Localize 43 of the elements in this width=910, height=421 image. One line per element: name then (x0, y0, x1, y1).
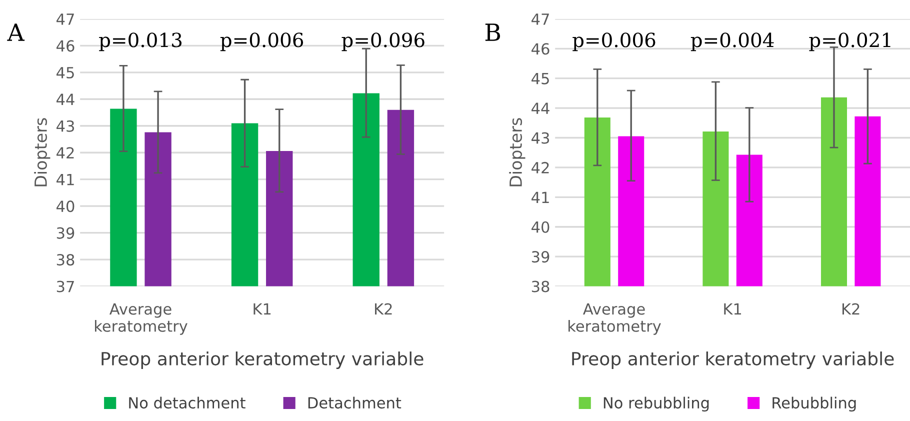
y-tick-label: 45 (532, 73, 549, 84)
y-tick-label: 44 (532, 102, 550, 114)
y-tick-label: 42 (56, 147, 74, 158)
y-tick-label: 41 (532, 192, 549, 203)
annotation: p=0.006 (220, 32, 304, 52)
annotation: p=0.021 (809, 32, 890, 52)
y-tick-label: 44 (56, 94, 74, 105)
annotation: p=0.013 (99, 32, 182, 52)
x-tick-label: K1 (254, 303, 271, 315)
chart-title: A (7, 24, 25, 41)
x-tick-label: Average keratometry (568, 303, 661, 335)
y-axis-title: Diopters (34, 118, 50, 186)
y-tick-label: 42 (532, 162, 549, 174)
annotation: p=0.096 (342, 32, 424, 52)
y-tick-label: 47 (532, 14, 549, 25)
y-tick-label: 46 (532, 43, 550, 55)
y-tick-label: 46 (56, 40, 74, 52)
y-tick-label: 38 (56, 254, 74, 266)
legend-label: Detachment (308, 396, 402, 409)
y-tick-label: 41 (56, 174, 74, 186)
chart-title: B (485, 24, 500, 41)
x-tick-label: K2 (842, 303, 860, 315)
y-axis-title: Diopters (509, 118, 526, 186)
y-tick-label: 40 (56, 200, 74, 212)
y-tick-label: 45 (56, 67, 74, 78)
x-axis-title: Preop anterior keratometry variable (102, 352, 424, 369)
y-tick-label: 47 (56, 14, 74, 25)
x-tick-label: K2 (375, 303, 392, 315)
y-tick-label: 43 (56, 120, 74, 132)
legend-label: No detachment (129, 396, 246, 409)
legend-label: Rebubbling (772, 396, 856, 412)
y-tick-label: 43 (532, 132, 550, 144)
y-tick-label: 40 (532, 221, 550, 233)
y-tick-label: 39 (56, 227, 74, 239)
y-tick-label: 37 (56, 280, 74, 292)
x-tick-label: K1 (724, 303, 742, 315)
annotation: p=0.006 (572, 32, 656, 52)
x-tick-label: Average keratometry (95, 303, 188, 335)
x-axis-title: Preop anterior keratometry variable (572, 352, 894, 369)
y-tick-label: 39 (532, 251, 550, 263)
legend-label: No rebubbling (604, 396, 709, 412)
annotation: p=0.004 (690, 32, 774, 52)
y-tick-label: 38 (532, 280, 550, 292)
